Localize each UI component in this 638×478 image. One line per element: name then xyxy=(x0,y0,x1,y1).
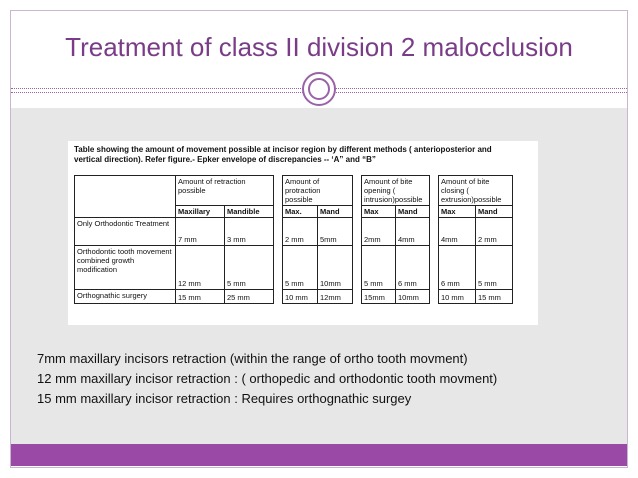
header-retraction: Amount of retraction possible xyxy=(175,175,274,206)
table-row: Only Orthodontic Treatment 7 mm 3 mm 2 m… xyxy=(74,217,513,246)
caption-line-1: Table showing the amount of movement pos… xyxy=(74,145,492,154)
cell-value: 2mm xyxy=(361,217,396,246)
cell-value: 12mm xyxy=(317,289,353,304)
row-label: Orthodontic tooth movement combined grow… xyxy=(74,245,176,290)
notes-list: 7mm maxillary incisors retraction (withi… xyxy=(37,349,627,409)
header-extrusion: Amount of bite closing ( extrusion)possi… xyxy=(438,175,513,206)
cell-value: 5mm xyxy=(317,217,353,246)
subheader-mand: Mand xyxy=(475,205,513,218)
subheader-max: Max xyxy=(361,205,396,218)
caption-line-2: vertical direction). Refer figure.- Epke… xyxy=(74,155,376,164)
cell-value: 4mm xyxy=(395,217,430,246)
cell-value: 25 mm xyxy=(224,289,274,304)
cell-value: 4mm xyxy=(438,217,476,246)
bottom-accent-band xyxy=(11,444,627,466)
cell-value: 6 mm xyxy=(395,245,430,290)
cell-value: 5 mm xyxy=(282,245,318,290)
subheader-mandible: Mandible xyxy=(224,205,274,218)
cell-value: 5 mm xyxy=(361,245,396,290)
table-subheader-row: Maxillary Mandible Max. Mand Max Mand Ma… xyxy=(75,205,513,218)
cell-value: 2 mm xyxy=(282,217,318,246)
header-protraction: Amount of protraction possible xyxy=(282,175,353,206)
cell-value: 10 mm xyxy=(282,289,318,304)
table-header-row: Amount of retraction possible Amount of … xyxy=(74,175,513,304)
movement-table: Amount of retraction possible Amount of … xyxy=(74,175,513,304)
row-label: Only Orthodontic Treatment xyxy=(74,217,176,246)
cell-value: 7 mm xyxy=(175,217,225,246)
table-row: Orthognathic surgery 15 mm 25 mm 10 mm 1… xyxy=(74,289,513,304)
column-gap xyxy=(352,175,362,304)
column-gap xyxy=(273,175,283,304)
slide-title: Treatment of class II division 2 maloccl… xyxy=(65,32,573,62)
row-label: Orthognathic surgery xyxy=(74,289,176,304)
movement-table-figure: Table showing the amount of movement pos… xyxy=(68,141,538,325)
cell-value: 15 mm xyxy=(475,289,513,304)
cell-value: 10 mm xyxy=(438,289,476,304)
cell-value: 10mm xyxy=(317,245,353,290)
subheader-mand: Mand xyxy=(317,205,353,218)
cell-value: 15mm xyxy=(361,289,396,304)
cell-value: 5 mm xyxy=(224,245,274,290)
subheader-maxillary: Maxillary xyxy=(175,205,225,218)
note-line: 12 mm maxillary incisor retraction : ( o… xyxy=(37,371,498,386)
cell-value: 3 mm xyxy=(224,217,274,246)
circle-ornament-inner xyxy=(308,78,330,100)
cell-value: 2 mm xyxy=(475,217,513,246)
circle-ornament-icon xyxy=(302,72,336,106)
note-line: 15 mm maxillary incisor retraction : Req… xyxy=(37,391,412,406)
note-line: 7mm maxillary incisors retraction (withi… xyxy=(37,351,468,366)
cell-value: 10mm xyxy=(395,289,430,304)
cell-value: 12 mm xyxy=(175,245,225,290)
header-intrusion: Amount of bite opening ( intrusion)possi… xyxy=(361,175,430,206)
cell-value: 15 mm xyxy=(175,289,225,304)
subheader-max: Max. xyxy=(282,205,318,218)
table-row: Orthodontic tooth movement combined grow… xyxy=(74,245,513,290)
cell-value: 5 mm xyxy=(475,245,513,290)
table-caption: Table showing the amount of movement pos… xyxy=(74,145,534,165)
cell-value: 6 mm xyxy=(438,245,476,290)
subheader-mand: Mand xyxy=(395,205,430,218)
column-gap xyxy=(429,175,439,304)
subheader-max: Max xyxy=(438,205,476,218)
corner-cell xyxy=(74,175,176,218)
